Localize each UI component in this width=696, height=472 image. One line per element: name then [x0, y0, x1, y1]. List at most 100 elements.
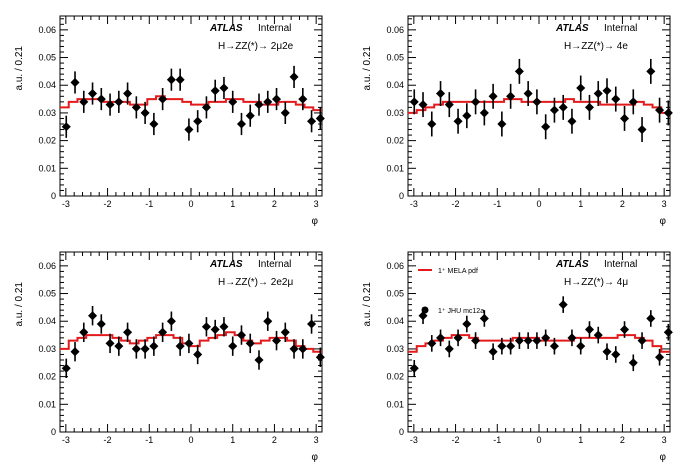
point-marker — [79, 97, 89, 107]
point-marker — [532, 97, 542, 107]
point-marker — [254, 355, 264, 365]
data-point — [114, 90, 124, 113]
data-point — [541, 114, 551, 140]
data-point — [280, 101, 290, 124]
point-marker — [131, 102, 141, 112]
point-marker — [140, 108, 150, 118]
point-marker — [61, 122, 71, 132]
data-point — [201, 317, 211, 337]
point-marker — [245, 338, 255, 348]
point-marker — [245, 111, 255, 121]
data-point — [471, 332, 481, 349]
data-point — [611, 346, 621, 363]
atlas-label: ATLAS — [209, 23, 243, 34]
y-tick-label: 0.03 — [386, 108, 404, 118]
internal-label: Internal — [258, 259, 291, 270]
point-marker — [298, 94, 308, 104]
data-point — [96, 88, 106, 111]
data-point — [263, 311, 273, 331]
point-marker — [315, 113, 325, 123]
y-tick-label: 0.06 — [38, 25, 56, 35]
data-point — [61, 358, 71, 378]
internal-label: Internal — [604, 259, 637, 270]
y-tick-label: 0.03 — [386, 344, 404, 354]
x-axis-label: φ — [660, 216, 667, 227]
point-marker — [663, 327, 673, 337]
point-marker — [158, 327, 168, 337]
data-point — [532, 89, 542, 115]
point-marker — [263, 316, 273, 326]
data-point — [436, 329, 446, 347]
x-tick-label: 0 — [536, 199, 541, 209]
point-marker — [576, 341, 586, 351]
point-marker — [663, 108, 673, 118]
data-point — [236, 325, 247, 345]
x-tick-label: 0 — [188, 435, 193, 445]
y-tick-label: 0.01 — [38, 163, 56, 173]
panel-bottom-right: 0 0.01 0.02 0.03 0.04 0.05 0.06 -3 -2 -1 0 1 2 3 φ a.u.… — [362, 251, 673, 463]
x-tick-label: 3 — [314, 435, 319, 445]
point-marker — [307, 116, 317, 126]
point-marker — [453, 116, 463, 126]
point-marker — [619, 325, 630, 335]
x-tick-label: 2 — [272, 435, 277, 445]
point-marker — [584, 325, 595, 335]
data-point — [514, 58, 524, 84]
x-tick-label: -2 — [104, 199, 112, 209]
point-marker — [123, 327, 133, 337]
point-marker — [131, 344, 141, 354]
data-point — [228, 336, 238, 356]
data-point — [436, 81, 446, 106]
data-point — [158, 88, 168, 111]
x-axis-label: φ — [660, 452, 667, 463]
atlas-label: ATLAS — [555, 23, 589, 34]
x-tick-label: 2 — [620, 199, 625, 209]
x-tick-label: 3 — [662, 199, 667, 209]
point-marker — [114, 97, 124, 107]
point-marker — [228, 341, 238, 351]
x-tick-label: -1 — [493, 199, 501, 209]
point-marker — [471, 97, 481, 107]
data-point — [514, 332, 524, 349]
data-point — [289, 65, 299, 88]
y-tick-label: 0.06 — [386, 25, 404, 35]
data-point — [532, 332, 542, 349]
data-point — [637, 117, 647, 142]
x-tick-label: -2 — [452, 435, 460, 445]
point-marker — [228, 97, 238, 107]
y-tick-label: 0.05 — [386, 289, 404, 299]
data-point — [444, 92, 454, 118]
data-point — [149, 336, 159, 356]
data-point — [558, 296, 568, 313]
data-point — [254, 350, 264, 370]
point-marker — [210, 325, 220, 335]
data-point — [210, 79, 220, 102]
point-marker — [70, 347, 80, 357]
point-marker — [184, 338, 194, 348]
point-marker — [479, 313, 489, 323]
data-point — [61, 115, 71, 138]
legend-point-swatch — [421, 306, 429, 314]
point-marker — [576, 83, 586, 93]
point-marker — [628, 358, 638, 368]
data-point — [427, 335, 437, 352]
channel-label: H→ZZ(*)→ 4μ — [564, 277, 628, 288]
point-marker — [105, 100, 115, 110]
point-marker — [289, 72, 299, 82]
y-tick-label: 0.04 — [386, 80, 404, 90]
data-point — [506, 337, 516, 355]
data-point — [576, 337, 586, 355]
data-point — [184, 118, 194, 141]
point-marker — [497, 119, 507, 129]
point-marker — [479, 108, 489, 118]
data-point — [219, 76, 229, 100]
x-tick-label: 2 — [272, 199, 277, 209]
point-marker — [436, 89, 446, 99]
point-marker — [70, 77, 80, 87]
point-marker — [271, 94, 282, 104]
point-marker — [158, 94, 168, 104]
data-point — [140, 101, 150, 124]
x-tick-label: -3 — [62, 199, 70, 209]
point-marker — [611, 94, 621, 104]
